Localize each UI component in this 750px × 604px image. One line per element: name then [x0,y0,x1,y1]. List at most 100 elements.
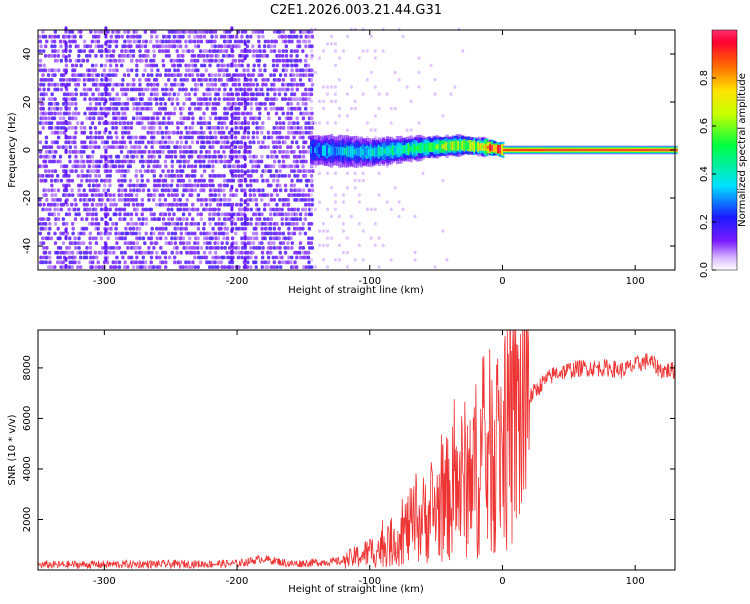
spectrogram-noise-cell [184,126,188,130]
spectrogram-noise-cell [307,92,311,97]
spectrogram-noise-cell [120,116,125,121]
spectrogram-noise-cell [310,236,314,241]
spectrogram-noise-cell [94,34,98,39]
spectrogram-halo-cell [322,49,325,53]
spectrogram-noise-cell [219,44,224,49]
spectrogram-noise-cell [117,246,122,250]
spectrogram-carrier-cell [628,149,632,151]
spectrogram-noise-cell [240,121,244,125]
spectrogram-noise-cell [38,164,42,169]
spectrogram-noise-cell [292,183,296,188]
spectrogram-noise-cell [258,126,262,130]
spectrogram-noise-cell [120,169,125,173]
spectrogram-noise-cell [202,58,207,63]
spectrogram-noise-cell [202,34,207,39]
spectrogram-noise-cell [242,73,247,77]
spectrogram-carrier-cell [493,144,497,153]
spectrogram-noise-cell [220,222,224,226]
spectrogram-noise-cell [290,92,294,97]
spectrogram-noise-cell [196,212,200,217]
spectrogram-noise-cell [187,207,192,212]
spectrogram-noise-cell [41,73,45,77]
spectrogram-noise-cell [50,82,54,87]
spectrogram-streak-cell [230,127,234,133]
spectrogram-noise-cell [42,87,46,92]
spectrogram-noise-cell [41,217,45,221]
spectrogram-noise-cell [257,188,261,193]
spectrogram-noise-cell [196,250,200,255]
spectrogram-noise-cell [152,169,156,173]
spectrogram-streak-cell [243,40,247,46]
spectrogram-noise-cell [179,73,183,77]
spectrogram-streak-cell [64,184,68,190]
spectrogram-noise-cell [181,82,185,87]
spectrogram-noise-cell [181,58,185,63]
spectrogram-noise-cell [108,121,112,125]
spectrogram-carrier-cell [326,144,330,157]
spectrogram-noise-cell [93,111,98,116]
spectrogram-noise-cell [47,169,51,173]
snr-background [38,330,675,570]
spectrogram-noise-cell [38,140,43,145]
spectrogram-noise-cell [88,236,92,241]
spectrogram-noise-cell [88,169,93,173]
spectrogram-noise-cell [77,54,81,58]
spectrogram-noise-cell [220,246,224,250]
spectrogram-noise-cell [188,97,192,101]
spectrogram-noise-cell [85,174,89,178]
spectrogram-noise-cell [249,255,253,260]
spectrogram-noise-cell [73,159,77,164]
spectrogram-noise-cell [43,68,48,73]
spectrogram-noise-cell [131,116,136,121]
spectrogram-carrier-cell [511,149,515,151]
spectrogram-noise-cell [181,54,185,58]
spectrogram-noise-cell [236,39,241,44]
spectrogram-noise-cell [169,241,173,245]
spectrogram-noise-cell [164,135,169,140]
spectrogram-noise-cell [239,207,244,212]
spectrogram-noise-cell [134,39,139,44]
spectrogram-noise-cell [287,174,291,178]
spectrogram-noise-cell [80,154,84,159]
spectrogram-noise-cell [167,135,172,140]
spectrogram-noise-cell [53,54,57,58]
spectrogram-noise-cell [296,126,300,130]
spectrogram-noise-cell [77,78,81,82]
spectrogram-noise-cell [48,150,52,154]
spectrogram-noise-cell [97,164,101,169]
spectrogram-noise-cell [187,260,191,265]
spectrogram-noise-cell [114,63,119,68]
spectrogram-noise-cell [161,202,165,207]
spectrogram-noise-cell [193,265,197,269]
spectrogram-halo-cell [318,99,321,104]
spectrogram-noise-cell [255,178,259,183]
spectrogram-halo-cell [349,27,353,32]
spectrogram-noise-cell [190,231,194,236]
spectrogram-noise-cell [108,63,113,68]
spectrogram-noise-cell [299,255,303,260]
spectrogram-noise-cell [128,164,132,169]
spectrogram-noise-cell [125,49,130,53]
spectrogram-noise-cell [303,73,308,77]
spectrogram-noise-cell [94,106,98,111]
spectrogram-streak-cell [230,184,234,190]
spectrogram-carrier-cell [483,145,487,149]
spectrogram-streak-cell [104,48,108,53]
spectrogram-noise-cell [274,130,279,135]
spectrogram-noise-cell [41,78,46,82]
spectrogram-noise-cell [277,207,281,212]
spectrogram-noise-cell [44,169,48,173]
spectrogram-noise-cell [261,169,265,173]
spectrogram-carrier-cell [513,149,517,151]
spectrogram-halo-cell [318,171,321,176]
spectrogram-noise-cell [181,217,186,221]
spectrogram-noise-cell [97,92,101,97]
spectrogram-noise-cell [96,39,101,44]
spectrogram-noise-cell [224,82,229,87]
spectrogram-noise-cell [149,39,153,44]
spectrogram-noise-cell [141,188,146,193]
spectrogram-noise-cell [85,44,90,49]
spectrogram-noise-cell [91,212,95,217]
spectrogram-noise-cell [219,188,223,193]
